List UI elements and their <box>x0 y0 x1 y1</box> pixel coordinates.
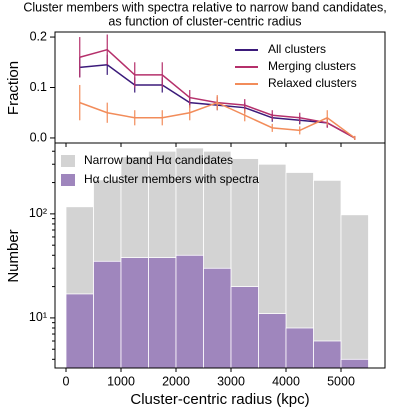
legend-label: Relaxed clusters <box>268 76 357 90</box>
histogram-bar <box>65 293 94 369</box>
histogram-bar <box>258 313 287 369</box>
y-tick-label: 0.1 <box>30 80 47 94</box>
histogram-bar <box>93 260 122 369</box>
legend-label: Narrow band Hα candidates <box>84 153 233 167</box>
histogram-bar <box>148 257 177 369</box>
histogram-bar <box>340 358 369 369</box>
chart-title: Cluster members with spectra relative to… <box>23 0 386 14</box>
legend-label: Hα cluster members with spectra <box>84 172 259 186</box>
histogram-bar <box>340 214 369 369</box>
y-tick-label: 10² <box>29 206 47 220</box>
histogram-bar <box>203 267 232 369</box>
y-tick-label: 10¹ <box>29 310 47 324</box>
y-axis-label: Fraction <box>5 61 22 115</box>
legend-label: Merging clusters <box>268 59 356 73</box>
y-tick-label: 0.0 <box>30 130 47 144</box>
histogram-bar <box>285 327 314 369</box>
chart-title: as function of cluster-centric radius <box>108 14 301 28</box>
y-axis-label: Number <box>5 229 22 282</box>
histogram-bar <box>175 254 204 369</box>
x-axis-label: Cluster-centric radius (kpc) <box>130 391 309 408</box>
y-tick-label: 0.2 <box>30 29 47 43</box>
axes-frame <box>54 142 386 369</box>
x-tick-label: 4000 <box>272 374 300 388</box>
legend-swatch <box>61 174 75 186</box>
histogram-bar <box>120 257 149 369</box>
histogram-bar <box>313 179 342 369</box>
histogram-bar <box>313 340 342 369</box>
x-tick-label: 1000 <box>107 374 135 388</box>
x-tick-label: 0 <box>63 374 70 388</box>
legend-swatch <box>61 155 75 167</box>
x-tick-label: 3000 <box>217 374 245 388</box>
x-tick-label: 2000 <box>162 374 190 388</box>
histogram-bar <box>230 286 259 369</box>
x-tick-label: 5000 <box>327 374 355 388</box>
legend-label: All clusters <box>268 42 326 56</box>
